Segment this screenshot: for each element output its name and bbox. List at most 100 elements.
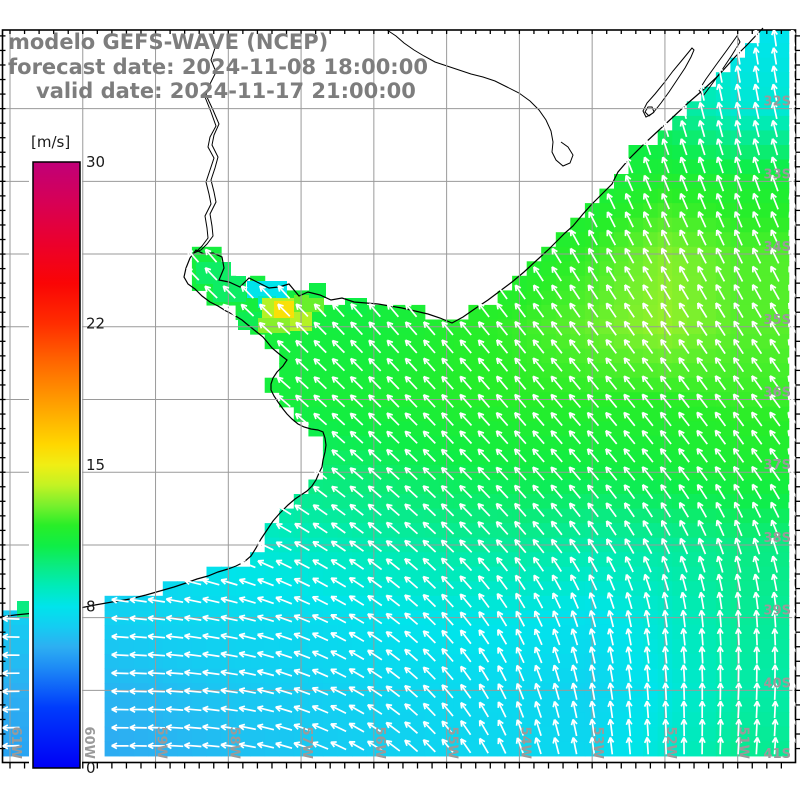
- wind-arrow: [787, 393, 796, 406]
- wind-arrow: [440, 557, 455, 571]
- wind-arrow: [202, 687, 220, 695]
- wind-arrow: [678, 357, 690, 373]
- wind-arrow: [789, 646, 796, 664]
- wind-arrow: [643, 736, 651, 755]
- lon-label: 56W: [372, 727, 387, 759]
- wind-arrow: [789, 30, 796, 47]
- wind-arrow: [661, 174, 670, 192]
- wind-arrow: [624, 156, 634, 174]
- wind-arrow: [129, 724, 147, 732]
- wind-arrow: [570, 682, 578, 700]
- wind-arrow: [732, 356, 745, 373]
- wind-arrow: [441, 611, 454, 626]
- wind-arrow: [661, 192, 670, 210]
- wind-arrow: [697, 211, 707, 228]
- wind-arrow: [331, 485, 346, 498]
- wind-arrow: [586, 466, 600, 481]
- wind-arrow: [295, 303, 309, 317]
- wind-arrow: [550, 430, 563, 445]
- wind-arrow: [605, 338, 617, 354]
- wind-arrow: [568, 320, 581, 336]
- wind-arrow: [624, 211, 634, 228]
- wind-arrow: [311, 632, 329, 642]
- wind-arrow: [789, 573, 796, 592]
- wind-arrow: [294, 394, 309, 408]
- wind-arrow: [623, 375, 636, 391]
- wind-arrow: [129, 633, 147, 641]
- wind-arrow: [735, 718, 743, 737]
- wind-arrow: [478, 593, 490, 609]
- wind-arrow: [294, 522, 310, 534]
- wind-arrow: [440, 448, 455, 463]
- wind-arrow: [477, 575, 490, 590]
- wind-arrow: [422, 466, 437, 481]
- wind-arrow: [459, 593, 472, 608]
- wind-arrow: [532, 502, 545, 517]
- wind-arrow: [294, 376, 309, 390]
- wind-arrow: [751, 429, 763, 445]
- wind-arrow: [679, 120, 688, 138]
- wind-arrow: [349, 522, 364, 534]
- wind-arrow: [751, 483, 762, 500]
- wind-arrow: [220, 614, 238, 622]
- wind-arrow: [238, 559, 256, 569]
- coastline: [0, 27, 764, 618]
- wind-arrow: [385, 448, 400, 462]
- wind-arrow: [788, 283, 796, 299]
- wind-arrow: [643, 573, 652, 591]
- wind-arrow: [733, 483, 744, 500]
- wind-arrow: [551, 284, 563, 300]
- wind-arrow: [313, 394, 328, 408]
- wind-arrow: [551, 592, 562, 609]
- wind-arrow: [385, 466, 400, 481]
- wind-arrow: [734, 573, 742, 592]
- wind-arrow: [238, 614, 256, 622]
- wind-arrow: [751, 302, 762, 319]
- wind-arrow: [787, 375, 796, 388]
- wind-arrow: [697, 519, 707, 537]
- wind-arrow: [513, 411, 527, 427]
- wind-arrow: [770, 156, 779, 174]
- wind-arrow: [751, 465, 763, 482]
- wind-arrow: [659, 393, 672, 409]
- wind-arrow: [716, 591, 724, 610]
- wind-arrow: [238, 632, 256, 640]
- wind-arrow: [533, 592, 544, 609]
- wind-arrow: [697, 174, 707, 192]
- wind-arrow: [497, 719, 507, 736]
- wind-arrow: [477, 412, 491, 427]
- wind-arrow: [787, 447, 796, 461]
- lon-label: 55W: [445, 727, 460, 759]
- wind-arrow: [642, 302, 654, 318]
- wind-arrow: [752, 591, 760, 610]
- wind-arrow: [787, 302, 796, 316]
- wind-arrow: [734, 65, 742, 83]
- wind-arrow: [641, 484, 654, 500]
- lat-label: 35S: [764, 313, 791, 328]
- wind-arrow: [513, 520, 527, 536]
- wind-arrow: [659, 429, 672, 445]
- wind-arrow: [313, 357, 327, 372]
- wind-arrow: [751, 283, 762, 300]
- wind-arrow: [385, 649, 401, 661]
- wind-arrow: [404, 521, 419, 535]
- wind-arrow: [459, 629, 472, 645]
- wind-arrow: [276, 394, 291, 408]
- wind-arrow: [679, 156, 688, 174]
- lat-label: 39S: [764, 604, 791, 619]
- wind-arrow: [787, 338, 796, 352]
- wind-arrow: [607, 718, 615, 737]
- wind-arrow: [312, 559, 329, 570]
- wind-arrow: [606, 556, 616, 573]
- wind-arrow: [404, 648, 419, 662]
- wind-arrow: [477, 557, 491, 572]
- wind-arrow: [662, 718, 670, 737]
- wind-arrow: [679, 101, 688, 120]
- wind-arrow: [441, 629, 454, 644]
- colorbar-tick-label: 15: [86, 456, 105, 474]
- wind-arrow: [183, 687, 202, 695]
- wind-arrow: [568, 430, 582, 445]
- wind-arrow: [256, 723, 275, 731]
- wind-arrow: [715, 537, 725, 555]
- wind-arrow: [606, 265, 617, 282]
